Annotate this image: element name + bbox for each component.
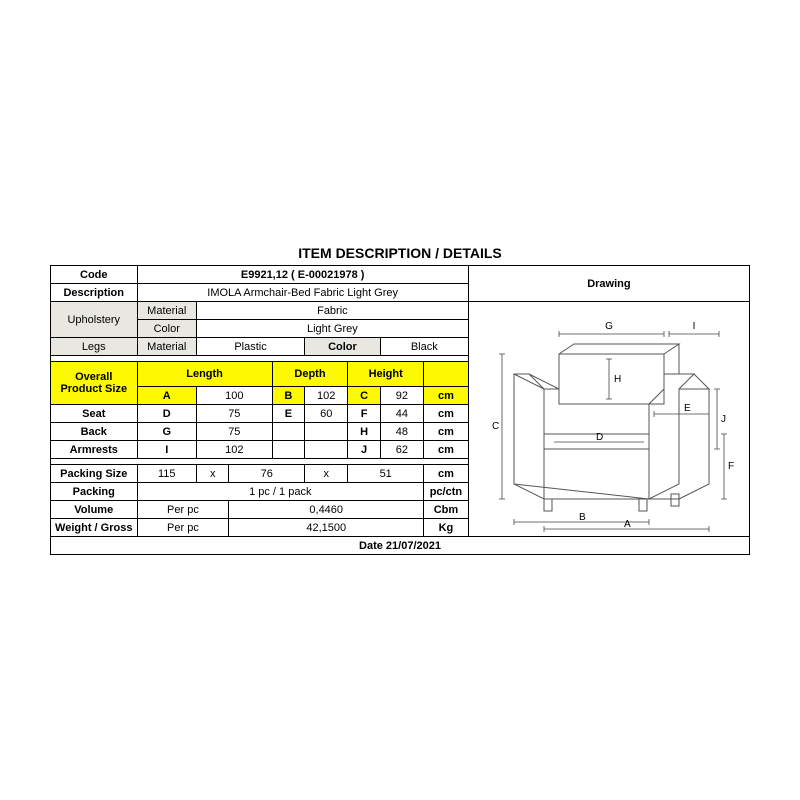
dim-J-key: J: [348, 441, 380, 459]
svg-text:F: F: [728, 461, 734, 472]
legs-material-label: Material: [137, 338, 196, 356]
dim-H-val: 48: [380, 423, 423, 441]
unit-cm-2: cm: [424, 405, 469, 423]
legs-label: Legs: [51, 338, 138, 356]
unit-cm-4: cm: [424, 441, 469, 459]
dim-D-val: 75: [196, 405, 272, 423]
upholstery-color: Light Grey: [196, 320, 468, 338]
overall-size-label: Overall Product Size: [51, 362, 138, 405]
armchair-drawing: G I H E D C B A F J: [484, 304, 734, 534]
dim-H-key: H: [348, 423, 380, 441]
dim-E-val: 60: [305, 405, 348, 423]
dim-J-val: 62: [380, 441, 423, 459]
material-label: Material: [137, 302, 196, 320]
packing-unit: pc/ctn: [424, 483, 469, 501]
pack-d: 51: [348, 465, 424, 483]
pack-x2: x: [305, 465, 348, 483]
unit-cm-1: cm: [424, 387, 469, 405]
description-value: IMOLA Armchair-Bed Fabric Light Grey: [137, 284, 468, 302]
svg-text:G: G: [605, 321, 613, 332]
length-header: Length: [137, 362, 272, 387]
volume-per: Per pc: [137, 501, 229, 519]
code-label: Code: [51, 266, 138, 284]
date-value: Date 21/07/2021: [51, 537, 750, 555]
color-label: Color: [137, 320, 196, 338]
page-title: ITEM DESCRIPTION / DETAILS: [50, 245, 750, 261]
code-value: E9921,12 ( E-00021978 ): [137, 266, 468, 284]
spec-sheet: ITEM DESCRIPTION / DETAILS Code E9921,12…: [50, 245, 750, 555]
pack-x1: x: [196, 465, 228, 483]
description-label: Description: [51, 284, 138, 302]
height-header: Height: [348, 362, 424, 387]
pack-w: 76: [229, 465, 305, 483]
volume-value: 0,4460: [229, 501, 424, 519]
spec-table: Code E9921,12 ( E-00021978 ) Drawing Des…: [50, 265, 750, 555]
back-label: Back: [51, 423, 138, 441]
legs-material: Plastic: [196, 338, 304, 356]
svg-text:B: B: [579, 512, 586, 523]
packing-label: Packing: [51, 483, 138, 501]
svg-text:E: E: [684, 403, 691, 414]
upholstery-material: Fabric: [196, 302, 468, 320]
armrests-label: Armrests: [51, 441, 138, 459]
packing-size-label: Packing Size: [51, 465, 138, 483]
pack-unit: cm: [424, 465, 469, 483]
drawing-cell: G I H E D C B A F J: [468, 302, 749, 537]
dim-I-val: 102: [196, 441, 272, 459]
svg-text:D: D: [596, 432, 603, 443]
svg-text:C: C: [492, 421, 499, 432]
legs-color: Black: [380, 338, 468, 356]
dim-A-val: 100: [196, 387, 272, 405]
dim-F-key: F: [348, 405, 380, 423]
dim-I-key: I: [137, 441, 196, 459]
svg-text:J: J: [721, 414, 726, 425]
dim-A-key: A: [137, 387, 196, 405]
seat-label: Seat: [51, 405, 138, 423]
svg-text:I: I: [693, 321, 696, 332]
unit-cm-3: cm: [424, 423, 469, 441]
dim-C-key: C: [348, 387, 380, 405]
weight-value: 42,1500: [229, 519, 424, 537]
dim-B-val: 102: [305, 387, 348, 405]
dim-D-key: D: [137, 405, 196, 423]
volume-label: Volume: [51, 501, 138, 519]
svg-text:A: A: [624, 519, 631, 530]
drawing-header: Drawing: [468, 266, 749, 302]
legs-color-label: Color: [305, 338, 381, 356]
packing-value: 1 pc / 1 pack: [137, 483, 424, 501]
depth-header: Depth: [272, 362, 348, 387]
dim-B-key: B: [272, 387, 304, 405]
weight-unit: Kg: [424, 519, 469, 537]
weight-per: Per pc: [137, 519, 229, 537]
upholstery-label: Upholstery: [51, 302, 138, 338]
volume-unit: Cbm: [424, 501, 469, 519]
dim-C-val: 92: [380, 387, 423, 405]
dim-G-key: G: [137, 423, 196, 441]
pack-l: 115: [137, 465, 196, 483]
dim-G-val: 75: [196, 423, 272, 441]
weight-label: Weight / Gross: [51, 519, 138, 537]
dim-E-key: E: [272, 405, 304, 423]
dim-F-val: 44: [380, 405, 423, 423]
svg-text:H: H: [614, 374, 621, 385]
